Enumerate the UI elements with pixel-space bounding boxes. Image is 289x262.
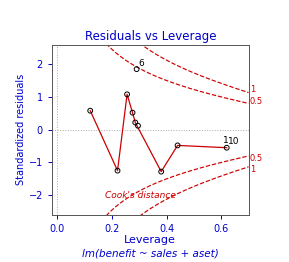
Point: [175, 143, 180, 148]
X-axis label: Leverage: Leverage: [124, 235, 176, 245]
Title: Residuals vs Leverage: Residuals vs Leverage: [84, 30, 216, 43]
Text: 1: 1: [223, 137, 228, 145]
Text: lm(benefit ~ sales + aset): lm(benefit ~ sales + aset): [82, 249, 219, 259]
Text: 6: 6: [139, 59, 144, 68]
Point: [133, 120, 138, 124]
Point: [136, 124, 140, 128]
Point: [130, 111, 135, 115]
Point: [125, 92, 129, 96]
Text: 10: 10: [228, 137, 240, 146]
Point: [134, 67, 139, 71]
Point: [88, 108, 92, 113]
Point: [115, 168, 120, 173]
Point: [159, 170, 164, 174]
Text: 1: 1: [250, 85, 255, 94]
Text: 0.5: 0.5: [250, 154, 263, 163]
Text: 0.5: 0.5: [250, 97, 263, 106]
Text: 1: 1: [250, 165, 255, 174]
Point: [224, 146, 229, 150]
Y-axis label: Standardized residuals: Standardized residuals: [16, 74, 26, 185]
Text: Cook's distance: Cook's distance: [105, 192, 176, 200]
